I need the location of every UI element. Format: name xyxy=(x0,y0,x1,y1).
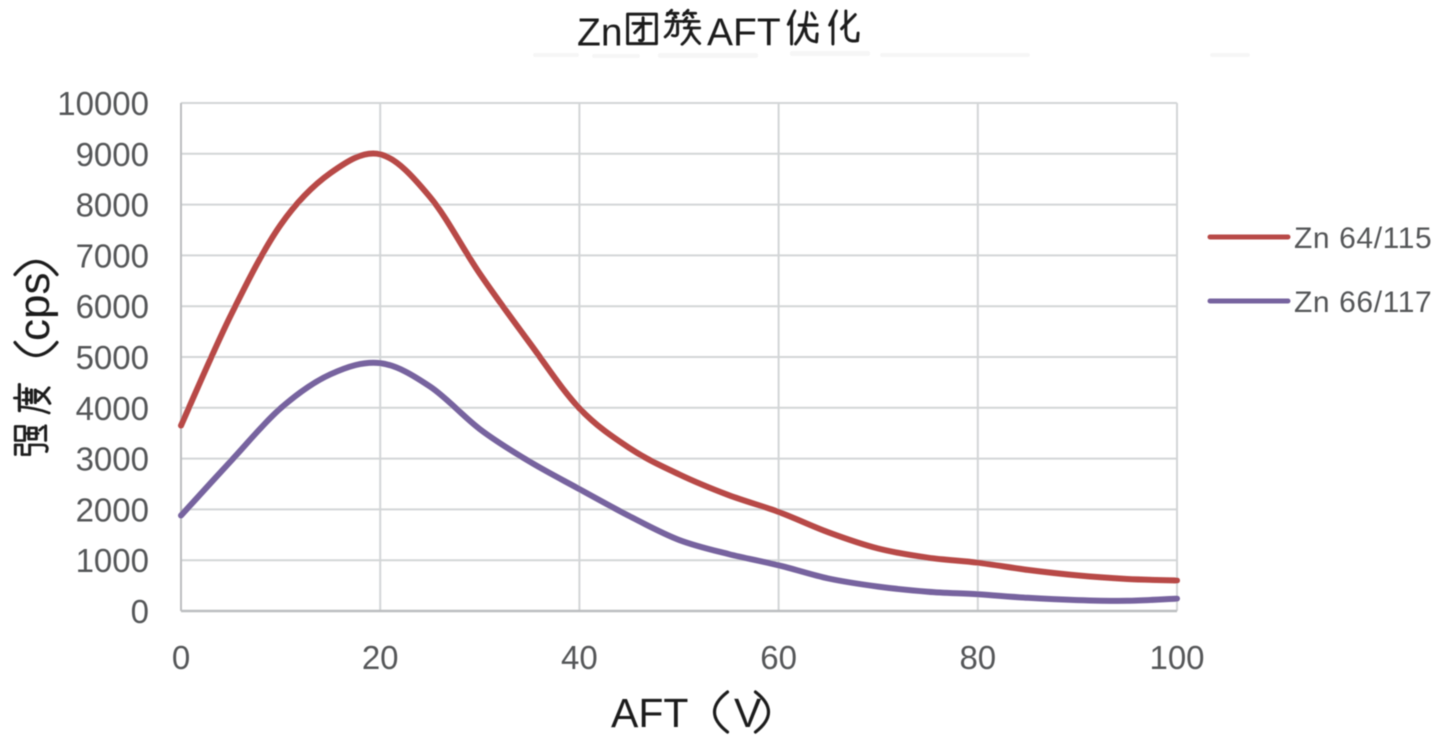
svg-text:0: 0 xyxy=(172,639,190,676)
svg-text:Zn 64/115: Zn 64/115 xyxy=(1294,222,1432,255)
svg-text:3000: 3000 xyxy=(76,441,149,478)
svg-text:6000: 6000 xyxy=(76,288,149,325)
svg-text:10000: 10000 xyxy=(57,85,149,122)
svg-text:Zn: Zn xyxy=(577,12,623,55)
svg-text:Zn 66/117: Zn 66/117 xyxy=(1294,286,1432,319)
svg-text:5000: 5000 xyxy=(76,339,149,376)
svg-text:cps: cps xyxy=(10,273,59,341)
svg-text:0: 0 xyxy=(131,593,149,630)
svg-text:AFT: AFT xyxy=(707,12,781,55)
svg-text:V: V xyxy=(734,690,762,736)
svg-text:AFT: AFT xyxy=(611,690,688,736)
svg-text:8000: 8000 xyxy=(76,187,149,224)
svg-text:2000: 2000 xyxy=(76,491,149,528)
svg-text:60: 60 xyxy=(760,639,797,676)
svg-text:1000: 1000 xyxy=(76,542,149,579)
svg-text:80: 80 xyxy=(959,639,996,676)
svg-text:4000: 4000 xyxy=(76,390,149,427)
svg-text:9000: 9000 xyxy=(76,136,149,173)
svg-text:100: 100 xyxy=(1149,639,1204,676)
svg-text:40: 40 xyxy=(561,639,598,676)
svg-text:7000: 7000 xyxy=(76,237,149,274)
svg-text:20: 20 xyxy=(362,639,399,676)
